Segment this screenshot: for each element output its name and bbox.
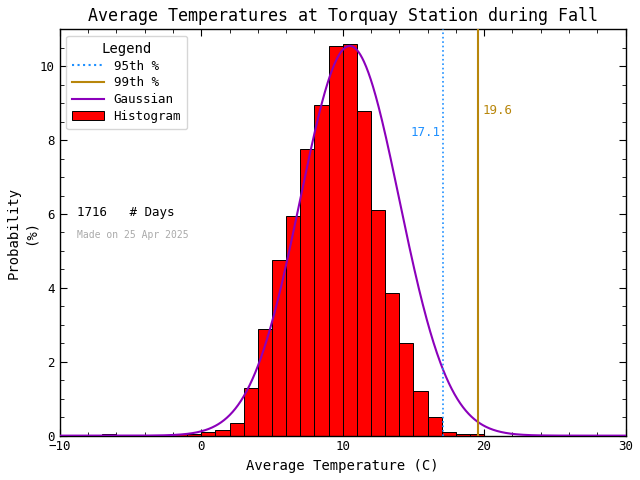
Bar [230,423,244,436]
Bar [357,110,371,436]
Bar [442,432,456,436]
Bar [187,434,201,436]
Bar [342,44,357,436]
Bar [300,149,314,436]
Bar [244,388,258,436]
Bar [286,216,300,436]
Bar [371,210,385,436]
Bar [272,260,286,436]
Text: 17.1: 17.1 [410,126,440,139]
X-axis label: Average Temperature (C): Average Temperature (C) [246,459,439,473]
Bar [399,343,413,436]
Bar [201,432,216,436]
Bar [428,417,442,436]
Text: 19.6: 19.6 [483,104,513,117]
Legend: 95th %, 99th %, Gaussian, Histogram: 95th %, 99th %, Gaussian, Histogram [66,36,188,129]
Bar [314,105,328,436]
Text: Made on 25 Apr 2025: Made on 25 Apr 2025 [77,230,188,240]
Bar [258,328,272,436]
Y-axis label: Probability
(%): Probability (%) [7,186,37,278]
Bar [102,434,116,436]
Bar [173,434,187,436]
Title: Average Temperatures at Torquay Station during Fall: Average Temperatures at Torquay Station … [88,7,598,25]
Bar [216,430,230,436]
Bar [413,391,428,436]
Bar [470,434,484,436]
Text: 1716   # Days: 1716 # Days [77,206,174,219]
Bar [456,434,470,436]
Bar [328,46,342,436]
Bar [385,293,399,436]
